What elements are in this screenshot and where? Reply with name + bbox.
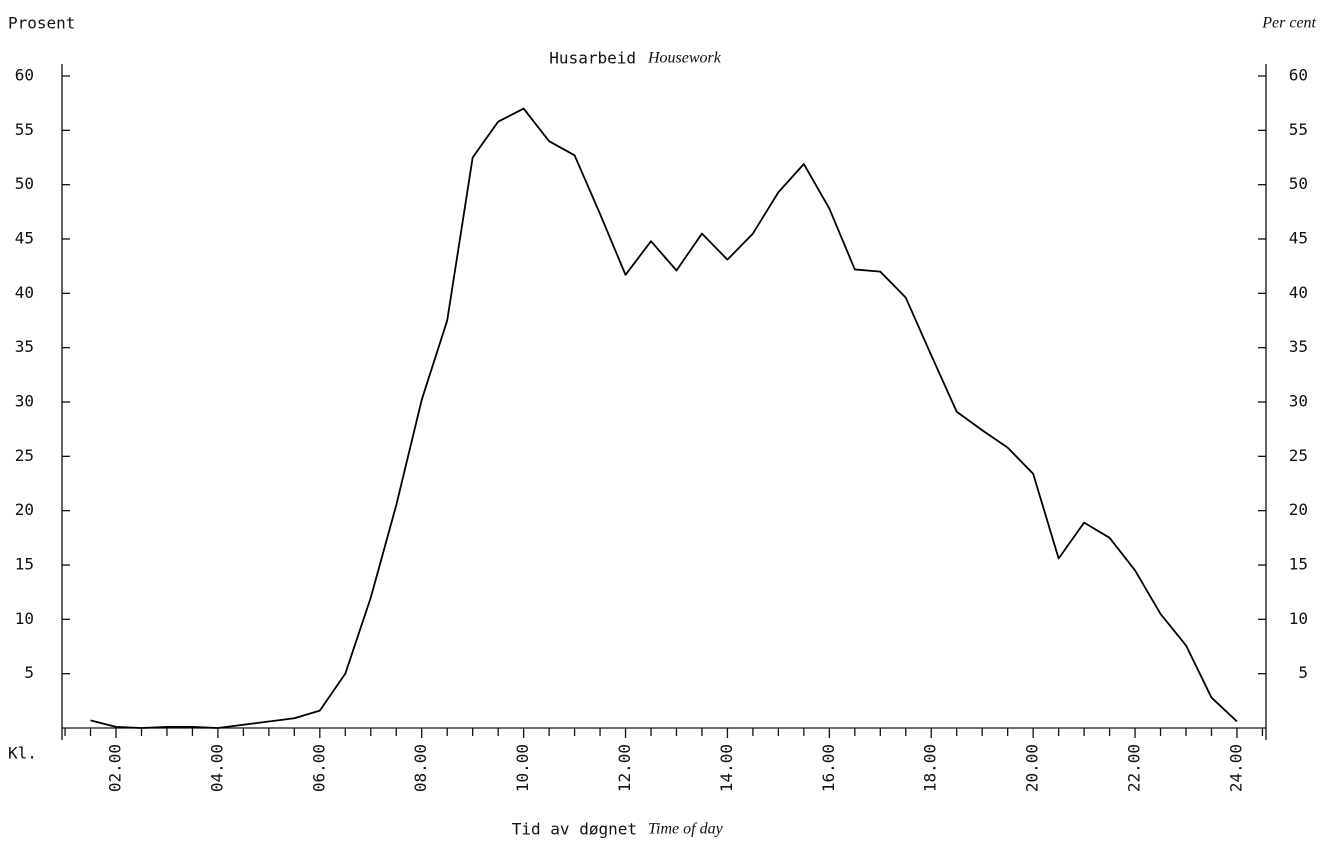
x-tick-label: 22.00 xyxy=(1125,744,1144,792)
y2-tick-label: 15 xyxy=(1289,555,1308,574)
y2-axis-label: Per cent xyxy=(1261,15,1316,32)
y-tick-label: 45 xyxy=(15,229,34,248)
chart-title: Husarbeid xyxy=(549,49,636,68)
y-axis-label: Prosent xyxy=(8,14,75,33)
y2-tick-label: 25 xyxy=(1289,446,1308,465)
x-tick-label: 08.00 xyxy=(411,744,430,792)
y2-tick-label: 35 xyxy=(1289,337,1308,356)
x-tick-label: 02.00 xyxy=(106,744,125,792)
x-axis-label: Tid av døgnet xyxy=(512,820,637,839)
x-tick-label: 14.00 xyxy=(717,744,736,792)
y-tick-label: 10 xyxy=(15,609,34,628)
x-tick-label: 16.00 xyxy=(819,744,838,792)
x-tick-label: 12.00 xyxy=(615,744,634,792)
x-tick-label: 20.00 xyxy=(1023,744,1042,792)
chart-title-en: Housework xyxy=(647,50,722,67)
y-tick-label: 40 xyxy=(15,283,34,302)
y2-tick-label: 40 xyxy=(1289,283,1308,302)
x-tick-label: 06.00 xyxy=(309,744,328,792)
y-tick-label: 60 xyxy=(15,66,34,85)
x-tick-label: 18.00 xyxy=(921,744,940,792)
y-tick-label: 55 xyxy=(15,120,34,139)
y-tick-label: 5 xyxy=(24,663,34,682)
x-tick-label: 24.00 xyxy=(1226,744,1245,792)
y2-tick-label: 20 xyxy=(1289,500,1308,519)
y-tick-label: 30 xyxy=(15,392,34,411)
x-tick-label: 10.00 xyxy=(513,744,532,792)
y2-tick-label: 55 xyxy=(1289,120,1308,139)
x-axis-label-en: Time of day xyxy=(648,821,724,838)
y2-tick-label: 45 xyxy=(1289,229,1308,248)
y2-tick-label: 50 xyxy=(1289,174,1308,193)
x-tick-label: 04.00 xyxy=(207,744,226,792)
y-tick-label: 35 xyxy=(15,337,34,356)
y-tick-label: 20 xyxy=(15,500,34,519)
y-tick-label: 15 xyxy=(15,555,34,574)
x-axis-prefix: Kl. xyxy=(8,744,37,763)
y2-tick-label: 10 xyxy=(1289,609,1308,628)
y2-tick-label: 5 xyxy=(1298,663,1308,682)
y-tick-label: 25 xyxy=(15,446,34,465)
data-line xyxy=(90,107,1238,729)
y-tick-label: 50 xyxy=(15,174,34,193)
y2-tick-label: 30 xyxy=(1289,392,1308,411)
y2-tick-label: 60 xyxy=(1289,66,1308,85)
